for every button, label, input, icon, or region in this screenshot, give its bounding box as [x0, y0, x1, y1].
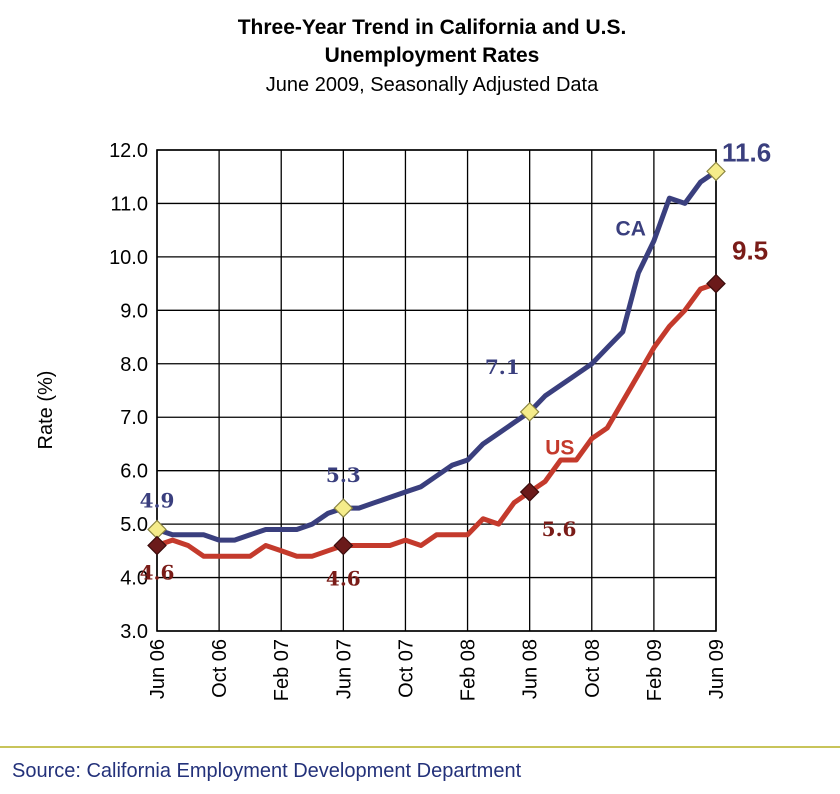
y-tick-label: 5.0: [120, 514, 148, 536]
data-label: 9.5: [732, 236, 768, 266]
data-label: 7.1: [485, 355, 520, 379]
series-line-us: [154, 281, 719, 559]
chart-title-line1: Three-Year Trend in California and U.S.: [238, 16, 627, 39]
chart-title-line2: Unemployment Rates: [325, 44, 540, 67]
y-tick-label: 10.0: [109, 247, 148, 269]
y-tick-label: 3.0: [120, 621, 148, 643]
source-note: Source: California Employment Developmen…: [12, 760, 522, 782]
chart-svg: Three-Year Trend in California and U.S. …: [35, 16, 771, 701]
y-tick-label: 11.0: [111, 193, 148, 215]
x-tick-label: Jun 07: [333, 639, 355, 699]
y-tick-label: 12.0: [109, 140, 148, 162]
x-tick-label: Feb 09: [644, 639, 666, 701]
data-label: 5.3: [326, 463, 361, 487]
data-label: 11.6: [722, 137, 771, 167]
y-tick-label: 4.0: [120, 568, 148, 590]
data-label: 4.9: [140, 488, 175, 512]
data-marker-ca: [706, 161, 726, 182]
series-line-ca: [154, 168, 719, 543]
source-divider: [0, 746, 840, 748]
series-label-us: US: [545, 437, 574, 460]
x-tick-label: Oct 07: [395, 639, 417, 698]
plot-frame: [156, 149, 717, 632]
x-tick-label: Jun 09: [706, 639, 728, 699]
y-tick-label: 9.0: [120, 300, 148, 322]
x-tick-label: Oct 08: [582, 639, 604, 698]
x-tick-label: Feb 08: [458, 639, 480, 701]
x-tick-label: Jun 08: [520, 639, 542, 699]
data-marker-ca: [333, 498, 354, 518]
x-tick-label: Jun 06: [147, 639, 169, 699]
data-marker-ca: [519, 402, 540, 422]
series-label-ca: CA: [616, 218, 646, 241]
data-label: 5.6: [542, 517, 577, 541]
chart-subtitle: June 2009, Seasonally Adjusted Data: [266, 74, 599, 96]
plot-area: 3.0 4.0 5.0 6.0 7.0 8.0 9.0 10.0 11.0 12.0 Jun 06 O…: [109, 137, 771, 701]
x-tick-label: Feb 07: [271, 639, 293, 701]
data-label: 4.6: [140, 560, 175, 584]
y-tick-label: 6.0: [120, 461, 148, 483]
y-tick-label: 7.0: [120, 407, 148, 429]
data-marker-us: [333, 535, 354, 556]
data-marker-us: [706, 273, 726, 294]
x-tick-label: Oct 06: [209, 639, 231, 698]
y-tick-label: 8.0: [120, 354, 148, 376]
y-axis-label: Rate (%): [35, 371, 57, 450]
data-marker-us: [147, 535, 167, 556]
data-label: 4.6: [326, 566, 361, 590]
data-marker-us: [519, 482, 540, 502]
